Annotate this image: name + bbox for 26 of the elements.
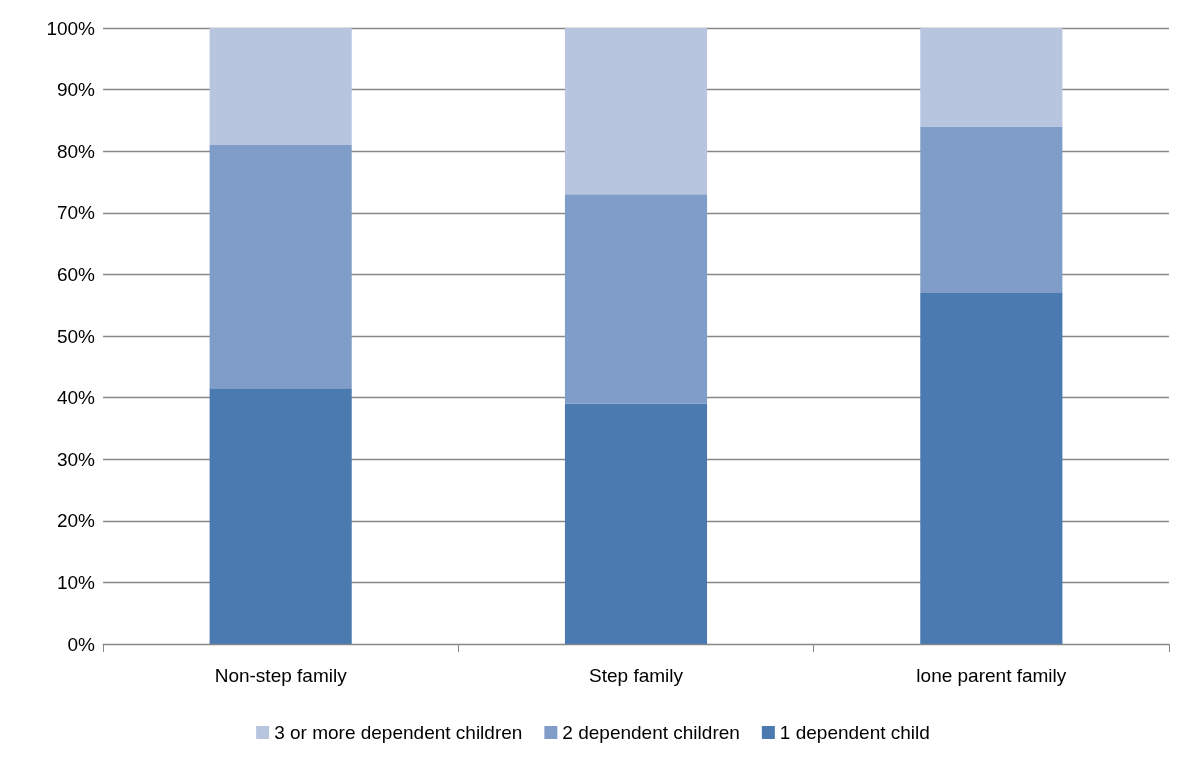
y-tick-label: 40% [56,387,96,409]
bar [920,292,1063,644]
legend-label: 3 or more dependent children [274,722,523,743]
bar [564,403,708,644]
y-tick-label: 80% [56,140,96,162]
x-tick-label: Step family [589,665,684,686]
y-tick-label: 90% [56,79,96,101]
x-tick-label: Non-step family [214,665,348,686]
bar [920,28,1063,127]
y-tick-label: 100% [46,17,96,39]
y-tick-label: 50% [56,325,96,347]
y-tick-label: 20% [56,510,96,532]
y-tick-label: 70% [56,202,96,224]
bar [564,28,708,195]
y-tick-label: 30% [56,448,96,470]
y-tick-label: 0% [67,633,96,655]
bar [209,28,352,146]
bar [920,126,1063,293]
y-tick-label: 60% [56,263,96,285]
bar [564,194,708,404]
bar [209,388,352,644]
legend-label: 2 dependent children [562,722,740,743]
legend-label: 1 dependent child [779,722,930,743]
y-tick-label: 10% [56,571,96,593]
bar [209,145,352,389]
x-tick-label: lone parent family [916,665,1067,686]
